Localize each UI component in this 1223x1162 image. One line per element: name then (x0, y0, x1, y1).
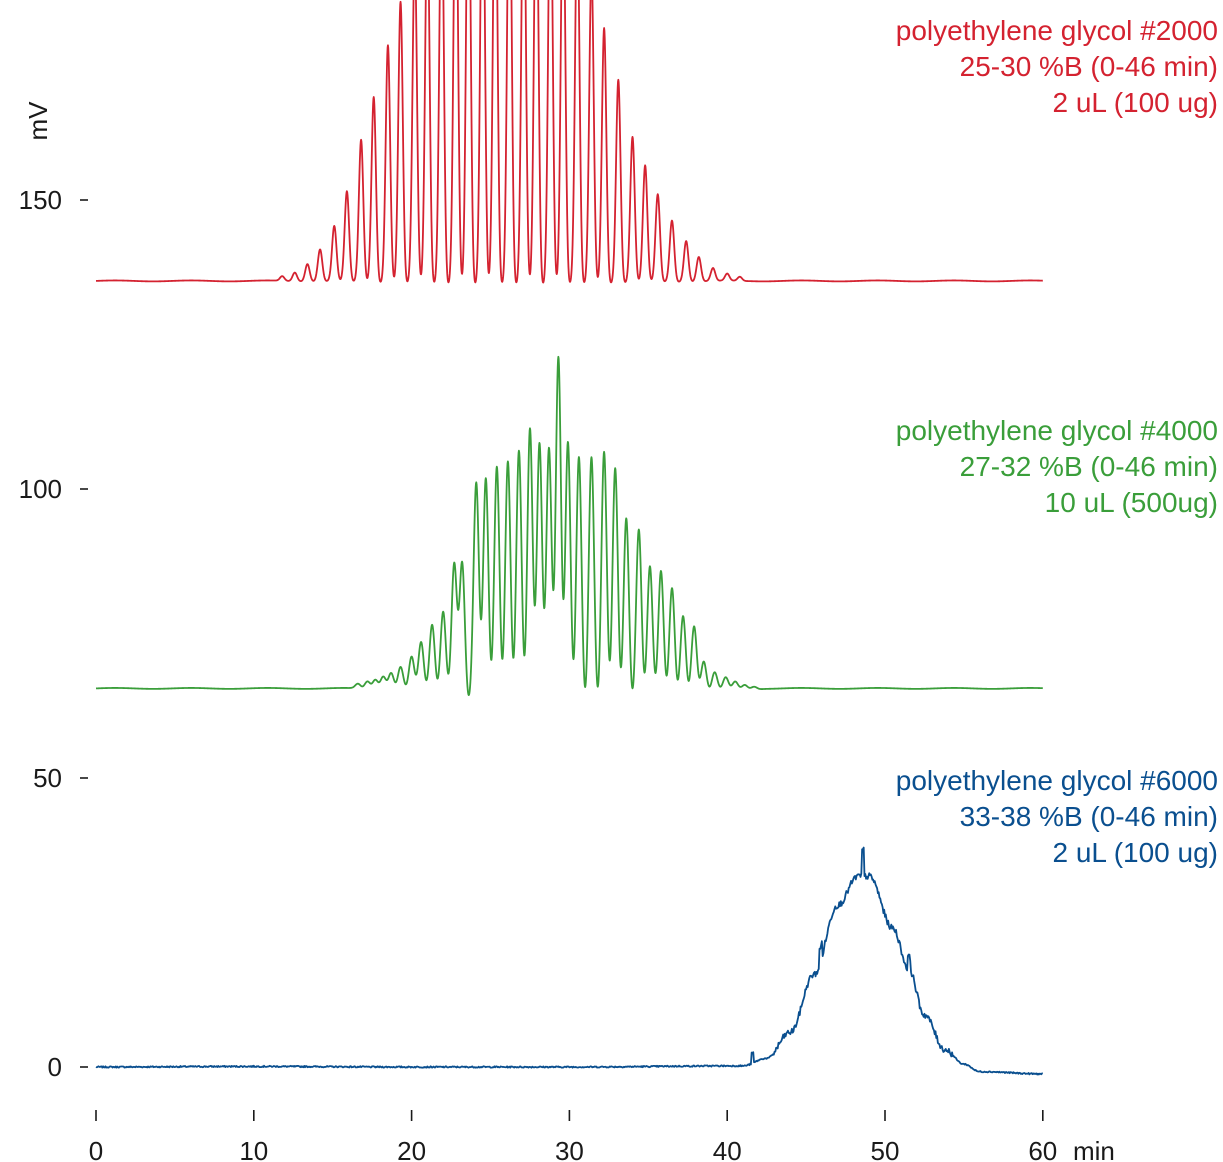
annotations: polyethylene glycol #2000 25-30 %B (0-46 … (896, 15, 1218, 868)
traces (95, 0, 1044, 1076)
peg4000-trace (95, 355, 1044, 696)
y-axis: 0 50 100 150 mV (19, 101, 88, 1082)
annotation-gradient-condition: 33-38 %B (0-46 min) (960, 801, 1218, 832)
annotation-injection-volume: 2 uL (100 ug) (1052, 837, 1218, 868)
y-axis-unit-label: mV (23, 101, 53, 141)
x-tick-label: 0 (89, 1136, 103, 1162)
x-tick-label: 40 (713, 1136, 742, 1162)
x-tick-label: 60 (1028, 1136, 1057, 1162)
x-tick-label: 10 (239, 1136, 268, 1162)
x-tick-label: 30 (555, 1136, 584, 1162)
y-tick-label: 0 (48, 1052, 62, 1082)
x-axis: 0 10 20 30 40 50 60 min (89, 1110, 1115, 1162)
annotation-gradient-condition: 25-30 %B (0-46 min) (960, 51, 1218, 82)
annotation-gradient-condition: 27-32 %B (0-46 min) (960, 451, 1218, 482)
y-tick-label: 50 (33, 763, 62, 793)
x-tick-label: 20 (397, 1136, 426, 1162)
annotation-sample-name: polyethylene glycol #4000 (896, 415, 1218, 446)
annotation-sample-name: polyethylene glycol #6000 (896, 765, 1218, 796)
annotation-injection-volume: 2 uL (100 ug) (1052, 87, 1218, 118)
y-tick-label: 100 (19, 474, 62, 504)
peg6000-trace (95, 846, 1043, 1076)
x-axis-unit-label: min (1073, 1136, 1115, 1162)
peg2000-trace (95, 0, 1044, 284)
annotation-injection-volume: 10 uL (500ug) (1045, 487, 1218, 518)
x-tick-label: 50 (871, 1136, 900, 1162)
annotation-sample-name: polyethylene glycol #2000 (896, 15, 1218, 46)
y-tick-label: 150 (19, 185, 62, 215)
